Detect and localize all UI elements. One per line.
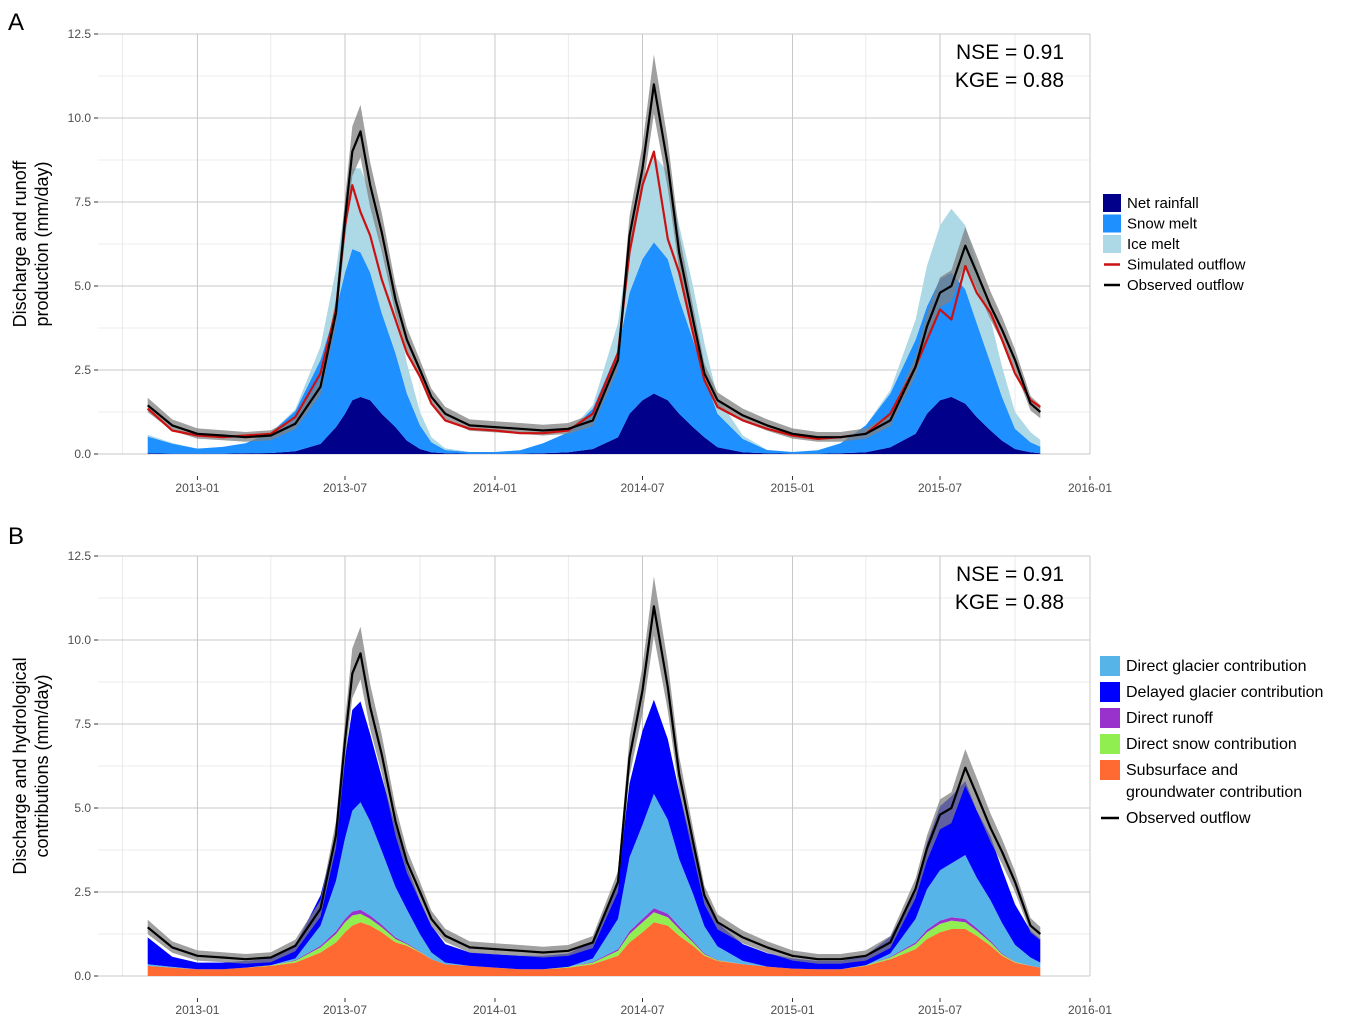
metric-annotation: NSE = 0.91 [956,41,1064,64]
metric-annotation: NSE = 0.91 [956,563,1064,586]
y-tick-label: 2.5 [74,885,91,899]
legend: Direct glacier contribution Delayed glaci… [1100,656,1323,827]
legend-label: Ice melt [1127,236,1180,253]
y-tick-label: 10.0 [68,111,92,125]
y-tick-label: 0.0 [74,447,91,461]
x-tick-label: 2014-07 [620,1003,664,1017]
area-net-rainfall [147,393,1041,454]
y-tick-label: 0.0 [74,969,91,983]
line-observed-outflow [147,83,1042,439]
legend-label: Snow melt [1127,216,1198,233]
x-tick-label: 2013-07 [323,1003,367,1017]
areas [147,699,1041,976]
areas [147,155,1041,454]
x-tick-label: 2014-01 [473,481,517,495]
area-delayed-glacier-contribution [147,699,1041,970]
legend-label: Delayed glacier contribution [1126,684,1323,701]
metric-annotation: KGE = 0.88 [955,69,1064,92]
axes: 0.0 2.5 5.0 7.5 10.0 12.5 2013-01 2013-07 2014-0… [68,27,1113,495]
area-subsurface-and-groundwater-contribution [147,922,1041,976]
legend-label: Observed outflow [1127,277,1244,294]
y-axis-label: Discharge and hydrological contributions … [10,657,52,874]
x-tick-label: 2016-01 [1068,1003,1112,1017]
legend-swatch [1100,734,1120,754]
legend-swatch [1100,760,1120,780]
x-tick-label: 2015-01 [770,481,814,495]
lines [147,576,1042,964]
y-tick-label: 7.5 [74,195,91,209]
legend-swatch [1100,656,1120,676]
y-axis-label: Discharge and runoff production (mm/day) [10,160,52,328]
legend: Net rainfall Snow melt Ice melt Simulated o… [1103,194,1246,294]
area-ice-melt [147,155,1041,452]
legend-label: Direct runoff [1126,710,1213,727]
legend-swatch [1100,708,1120,728]
y-tick-label: 2.5 [74,363,91,377]
legend-label: Net rainfall [1127,195,1199,212]
legend-label: Direct snow contribution [1126,736,1297,753]
x-tick-label: 2013-01 [175,1003,219,1017]
legend-swatch [1103,235,1121,253]
x-tick-label: 2015-01 [770,1003,814,1017]
panel-label: A [8,9,24,36]
lines [146,54,1042,442]
y-tick-label: 10.0 [68,633,92,647]
y-tick-label: 12.5 [68,27,92,41]
x-tick-label: 2014-07 [620,481,664,495]
legend-label: Subsurface and groundwater contribution [1126,762,1302,801]
x-tick-label: 2015-07 [918,481,962,495]
legend-label: Observed outflow [1126,810,1251,827]
axes: 0.0 2.5 5.0 7.5 10.0 12.5 2013-01 2013-07 2014-0… [68,549,1113,1017]
panel-a: A 0.0 2.5 5.0 7.5 10.0 12.5 2013-01 2013-07 2014-… [8,9,1246,495]
panel-b: B 0.0 2.5 5.0 7.5 10.0 12.5 2013-01 2013-07 2014-… [8,523,1323,1017]
line-observed-outflow [147,605,1042,961]
y-tick-label: 5.0 [74,801,91,815]
legend-swatch [1100,682,1120,702]
x-tick-label: 2013-01 [175,481,219,495]
legend-swatch [1103,194,1121,212]
legend-label: Direct glacier contribution [1126,658,1307,675]
area-snow-melt [147,242,1041,454]
y-tick-label: 5.0 [74,279,91,293]
x-tick-label: 2013-07 [323,481,367,495]
x-tick-label: 2016-01 [1068,481,1112,495]
metric-annotation: KGE = 0.88 [955,591,1064,614]
y-tick-label: 7.5 [74,717,91,731]
x-tick-label: 2014-01 [473,1003,517,1017]
area-direct-glacier-contribution [147,793,1041,970]
y-tick-label: 12.5 [68,549,92,563]
panel-label: B [8,523,24,550]
legend-swatch [1103,214,1121,233]
legend-label: Simulated outflow [1127,257,1246,274]
x-tick-label: 2015-07 [918,1003,962,1017]
